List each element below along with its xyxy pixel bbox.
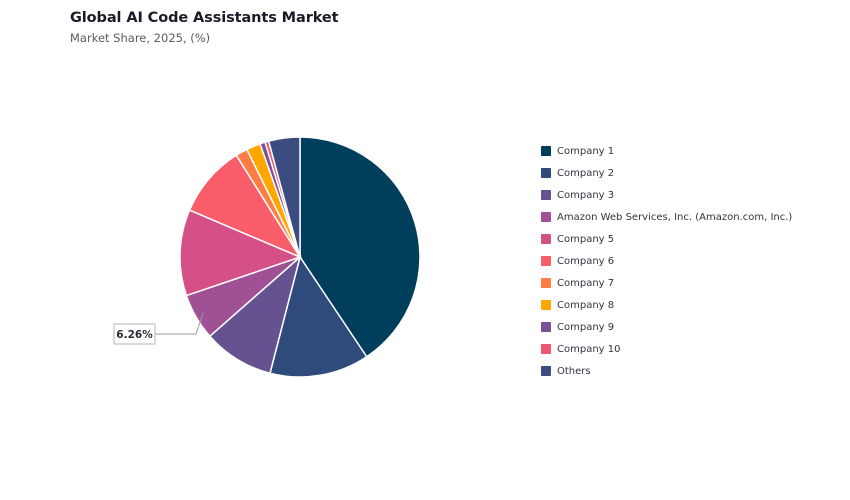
legend-swatch [541, 278, 551, 288]
legend-swatch [541, 168, 551, 178]
legend-label: Company 5 [557, 233, 615, 245]
legend-item-company-2[interactable]: Company 2 [541, 162, 792, 184]
legend-label: Company 3 [557, 189, 615, 201]
annotation-box [113, 323, 156, 345]
legend-swatch [541, 146, 551, 156]
pie-slice-company-6[interactable] [188, 154, 302, 259]
chart-subtitle: Market Share, 2025, (%) [70, 31, 211, 45]
legend-label: Company 8 [557, 299, 615, 311]
legend-label: Company 10 [557, 343, 621, 355]
legend-item-others[interactable]: Others [541, 360, 792, 382]
legend-item-company-9[interactable]: Company 9 [541, 316, 792, 338]
legend-swatch [541, 300, 551, 310]
legend-swatch [541, 234, 551, 244]
legend-item-company-10[interactable]: Company 10 [541, 338, 792, 360]
legend-item-company-1[interactable]: Company 1 [541, 140, 792, 162]
legend-label: Company 9 [557, 321, 615, 333]
legend-swatch [541, 322, 551, 332]
pie-slice-company-2[interactable] [269, 255, 368, 378]
legend-item-amazon-web-services-inc-amazon-com-inc[interactable]: Amazon Web Services, Inc. (Amazon.com, I… [541, 206, 792, 228]
legend-label: Company 6 [557, 255, 615, 267]
data-label: 6.26% [116, 329, 153, 341]
legend-label: Company 2 [557, 167, 615, 179]
legend-swatch [541, 366, 551, 376]
pie-slice-company-5[interactable] [179, 209, 303, 297]
chart-legend: Company 1 Company 2 Company 3 Amazon Web Se… [541, 140, 792, 382]
legend-item-company-5[interactable]: Company 5 [541, 228, 792, 250]
legend-label: Company 1 [557, 145, 615, 157]
legend-item-company-8[interactable]: Company 8 [541, 294, 792, 316]
chart-title: Global AI Code Assistants Market [70, 10, 339, 26]
legend-swatch [541, 344, 551, 354]
legend-swatch [541, 190, 551, 200]
legend-swatch [541, 256, 551, 266]
pie-slice-others[interactable] [267, 136, 301, 258]
legend-label: Others [557, 365, 591, 377]
legend-item-company-7[interactable]: Company 7 [541, 272, 792, 294]
legend-swatch [541, 212, 551, 222]
legend-item-company-6[interactable]: Company 6 [541, 250, 792, 272]
legend-item-company-3[interactable]: Company 3 [541, 184, 792, 206]
annotation-leader-line [155, 312, 204, 335]
legend-label: Amazon Web Services, Inc. (Amazon.com, I… [557, 211, 793, 223]
legend-label: Company 7 [557, 277, 615, 289]
